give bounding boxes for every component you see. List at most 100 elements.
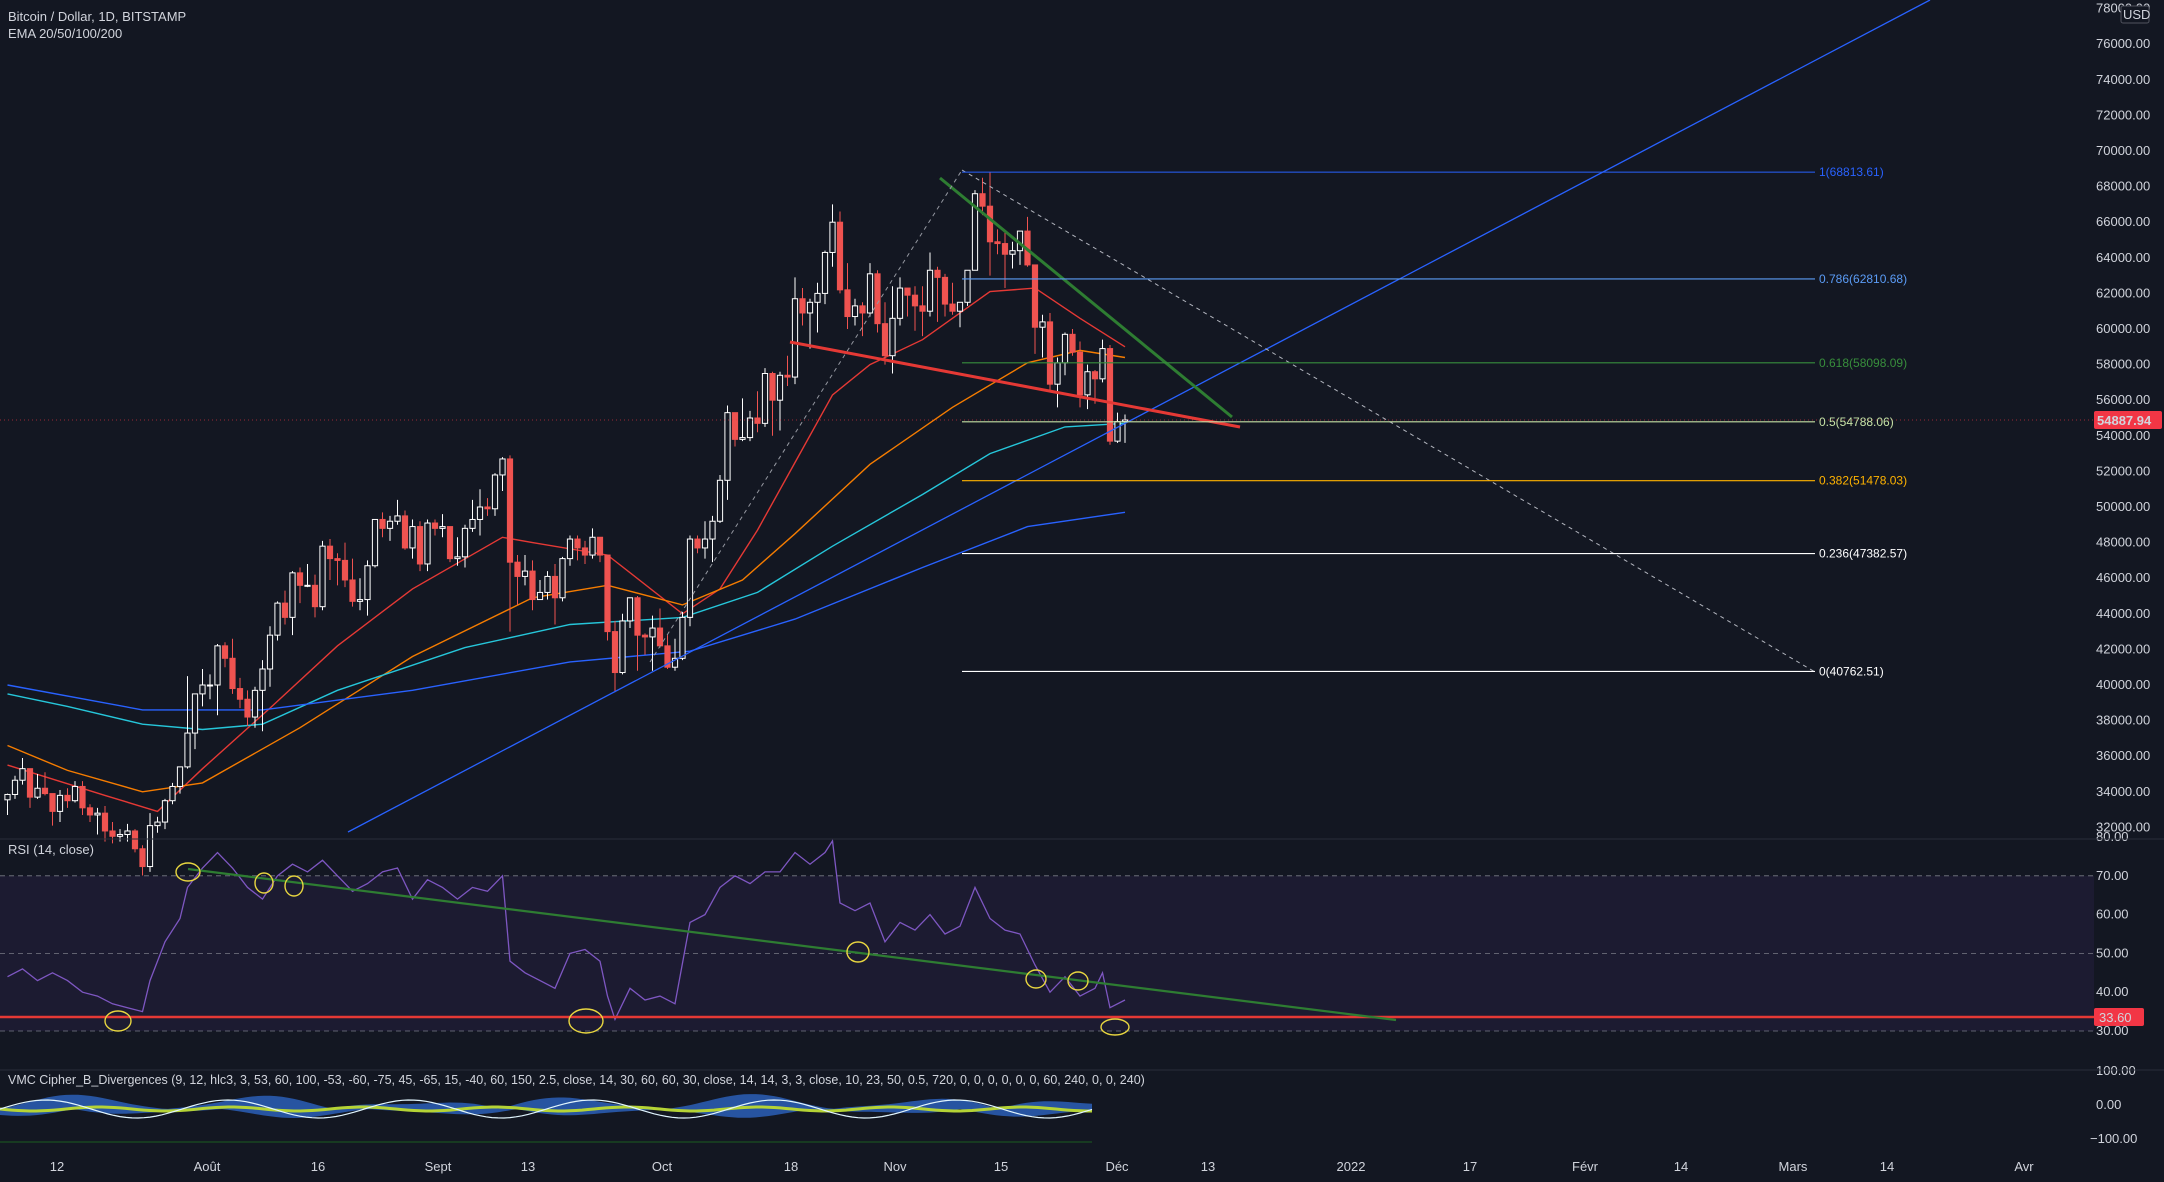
candle-body <box>956 301 964 312</box>
vmc-label[interactable]: VMC Cipher_B_Divergences (9, 12, hlc3, 3… <box>8 1073 1145 1087</box>
fib-level-label: 0.786(62810.68) <box>1819 272 1907 286</box>
candle-body <box>454 556 461 560</box>
candle-body <box>499 458 506 476</box>
candle-body <box>409 526 416 549</box>
candle-body <box>64 794 71 802</box>
candle-body <box>506 458 514 563</box>
candle-body <box>446 526 454 560</box>
candle-body <box>394 515 401 522</box>
candle-body <box>724 412 731 481</box>
rsi-marker-circle <box>284 875 304 897</box>
candle-body <box>949 303 956 312</box>
candle-body <box>386 520 394 529</box>
candle-body <box>326 545 334 560</box>
candle-body <box>881 323 889 357</box>
candle-body <box>1009 250 1016 255</box>
rsi-tick: 50.00 <box>2096 945 2129 960</box>
time-tick: Déc <box>1105 1159 1129 1174</box>
rsi-marker-circle <box>568 1008 604 1034</box>
main-legend: Bitcoin / Dollar, 1D, BITSTAMP EMA 20/50… <box>8 8 186 42</box>
rsi-label[interactable]: RSI (14, close) <box>8 842 94 857</box>
price-tick: 56000.00 <box>2096 392 2150 407</box>
candle-body <box>161 800 169 823</box>
candle-body <box>191 693 199 734</box>
candle-body <box>656 627 664 647</box>
candle-body <box>1084 371 1091 396</box>
candle-body <box>274 602 281 636</box>
candle-body <box>1099 348 1106 380</box>
price-tick: 76000.00 <box>2096 36 2150 51</box>
price-tick: 58000.00 <box>2096 357 2150 372</box>
time-axis[interactable]: 12 Août 16 Sept 13 Oct 18 Nov 15 Déc 13 2022 17 Févr 1… <box>50 1159 2035 1174</box>
candle-body <box>1031 264 1039 328</box>
candle-body <box>791 298 799 378</box>
candle-body <box>829 221 836 253</box>
candle-body <box>371 518 379 567</box>
rsi-tick: 70.00 <box>2096 868 2129 883</box>
candle-body <box>79 785 86 809</box>
candle-body <box>1091 371 1099 380</box>
candle-body <box>814 292 821 303</box>
fib-level-label: 0.618(58098.09) <box>1819 356 1907 370</box>
candle-body <box>1069 333 1076 353</box>
time-tick: Avr <box>2014 1159 2034 1174</box>
candle-body <box>19 768 26 781</box>
candle-body <box>4 793 11 801</box>
ema-line-3 <box>7 422 1126 731</box>
candle-body <box>199 684 206 695</box>
rsi-marker-circle <box>104 1010 132 1032</box>
price-tick: 72000.00 <box>2096 107 2150 122</box>
vmc-money-flow <box>0 1105 1092 1113</box>
candle-body <box>56 794 64 812</box>
price-tick: 54000.00 <box>2096 428 2150 443</box>
candle-body <box>626 597 634 622</box>
candle-body <box>116 834 124 837</box>
currency-badge <box>2120 5 2150 24</box>
time-tick: 18 <box>784 1159 798 1174</box>
candle-body <box>281 602 289 618</box>
candle-body <box>11 779 19 795</box>
candle-body <box>221 645 229 659</box>
candle-body <box>364 565 371 601</box>
symbol-title[interactable]: Bitcoin / Dollar, 1D, BITSTAMP <box>8 9 187 24</box>
candle-body <box>334 558 341 561</box>
candle-body <box>551 575 559 599</box>
candle-body <box>131 830 139 850</box>
candle-body <box>469 518 476 529</box>
candle-body <box>139 848 146 868</box>
candle-body <box>971 193 979 271</box>
price-axis[interactable]: 78000.0076000.0074000.0072000.0070000.00… <box>0 1 2164 1146</box>
candle-body <box>784 374 791 378</box>
ema-line-4 <box>7 511 1126 711</box>
rsi-current-badge <box>2094 1008 2144 1027</box>
candle-body <box>236 688 244 700</box>
candle-body <box>919 305 926 312</box>
time-tick: Sept <box>425 1159 452 1174</box>
descending-green-trendline <box>939 176 1233 419</box>
candle-body <box>679 616 686 659</box>
fib-level-label: 0.382(51478.03) <box>1819 474 1907 488</box>
price-tick: 52000.00 <box>2096 463 2150 478</box>
fibonacci-retracement[interactable]: 1(68813.61) 0.786(62810.68) 0.618(58098.09… <box>962 165 1907 678</box>
candle-body <box>716 479 724 522</box>
rsi-line <box>7 839 1126 1022</box>
rsi-marker-circle <box>254 872 274 894</box>
drawings-layer[interactable] <box>0 0 2094 833</box>
price-tick: 40000.00 <box>2096 677 2150 692</box>
candle-body <box>71 785 79 802</box>
candle-body <box>484 506 491 510</box>
vmc-wave-area <box>0 1094 1092 1118</box>
candle-body <box>1106 348 1114 442</box>
candle-body <box>859 305 866 314</box>
candle-body <box>109 830 116 837</box>
candle-body <box>574 538 581 549</box>
candle-body <box>844 289 851 318</box>
candle-body <box>596 536 604 556</box>
price-tick: 50000.00 <box>2096 499 2150 514</box>
candle-body <box>964 269 971 303</box>
ema-indicator-label[interactable]: EMA 20/50/100/200 <box>8 26 123 41</box>
candle-body <box>319 545 326 608</box>
price-tick: 36000.00 <box>2096 748 2150 763</box>
candle-body <box>896 287 904 319</box>
